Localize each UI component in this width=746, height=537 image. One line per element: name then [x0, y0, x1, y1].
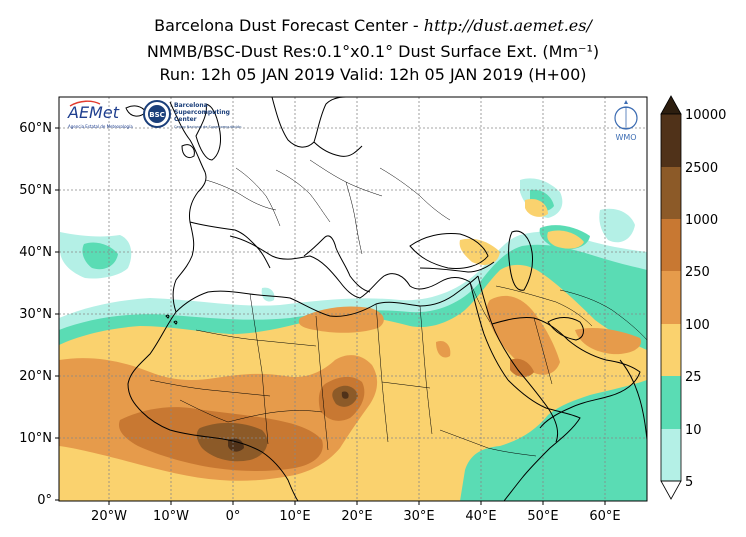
title-line-2: NMMB/BSC-Dust Res:0.1°x0.1° Dust Surface… — [146, 42, 600, 61]
bsc-logo: BSC Barcelona Supercomputing Center Cent… — [143, 100, 241, 129]
lon-tick-label: 10°W — [153, 509, 189, 524]
lon-tick-label: 50°E — [527, 509, 558, 524]
colorbar-segment — [661, 167, 681, 219]
bsc-logo-text-1: Barcelona — [174, 102, 208, 109]
colorbar-segment — [661, 219, 681, 271]
lon-tick-labels: 20°W 10°W 0° 10°E 20°E 30°E 40°E 50°E 60… — [91, 509, 621, 524]
colorbar-segment — [661, 114, 681, 167]
gridlines — [59, 97, 647, 501]
wmo-logo-text: WMO — [615, 133, 636, 142]
lon-tick-label: 0° — [226, 509, 241, 524]
colorbar-segment — [661, 376, 681, 429]
colorbar-label: 5 — [685, 475, 693, 490]
lat-tick-labels: 60°N 50°N 40°N 30°N 20°N 10°N 0° — [19, 121, 52, 508]
colorbar-segment — [661, 429, 681, 481]
colorbar-label: 1000 — [685, 213, 718, 228]
bsc-logo-core — [148, 105, 166, 123]
lat-tick-label: 30°N — [19, 307, 52, 322]
lat-tick-label: 60°N — [19, 121, 52, 136]
wmo-logo-star — [624, 100, 628, 104]
lon-tick-label: 10°E — [279, 509, 310, 524]
bsc-logo-mark: BSC — [149, 111, 165, 119]
tick-marks — [55, 127, 606, 505]
dust-field — [59, 97, 647, 501]
lon-tick-label: 30°E — [403, 509, 434, 524]
bsc-logo-text-2: Supercomputing — [174, 109, 230, 116]
lon-tick-label: 20°W — [91, 509, 127, 524]
aemet-logo: AEMet Agencia Estatal de Meteorología — [67, 100, 133, 129]
lat-tick-label: 50°N — [19, 183, 52, 198]
dust-level-2500 — [228, 391, 349, 452]
country-borders — [149, 159, 647, 457]
colorbar-segment — [661, 324, 681, 376]
colorbar-segment — [661, 271, 681, 324]
colorbar-frame — [660, 113, 682, 482]
colorbar-label: 10000 — [685, 108, 726, 123]
bsc-logo-subtitle: Centro Nacional de Supercomputación — [174, 125, 241, 129]
aemet-logo-text: AEMet — [67, 103, 120, 122]
coastlines — [125, 97, 647, 501]
title-url[interactable]: http://dust.aemet.es/ — [423, 16, 592, 35]
colorbar: 10000 2500 1000 250 100 25 10 5 — [660, 95, 726, 500]
lon-tick-label: 20°E — [341, 509, 372, 524]
lon-tick-label: 40°E — [465, 509, 496, 524]
wmo-logo-wreath — [616, 107, 636, 129]
colorbar-label: 10 — [685, 423, 702, 438]
aemet-logo-subtitle: Agencia Estatal de Meteorología — [68, 124, 133, 129]
colorbar-bottom-extension — [660, 480, 682, 500]
colorbar-label: 100 — [685, 318, 710, 333]
title-prefix: Barcelona Dust Forecast Center - — [154, 16, 424, 35]
wmo-logo: WMO — [614, 100, 638, 142]
title-line-3: Run: 12h 05 JAN 2019 Valid: 12h 05 JAN 2… — [159, 65, 587, 84]
colorbar-label: 25 — [685, 370, 702, 385]
aemet-logo-swoosh — [69, 100, 101, 107]
colorbar-top-extension — [660, 95, 682, 115]
colorbar-label: 2500 — [685, 161, 718, 176]
title-line-1: Barcelona Dust Forecast Center - http://… — [0, 15, 746, 37]
colorbar-label: 250 — [685, 265, 710, 280]
lat-tick-label: 40°N — [19, 245, 52, 260]
bsc-logo-text-3: Center — [174, 116, 197, 123]
lon-tick-label: 60°E — [589, 509, 620, 524]
lat-tick-label: 10°N — [19, 431, 52, 446]
lat-tick-label: 0° — [37, 493, 52, 508]
map-frame — [58, 96, 648, 502]
lat-tick-label: 20°N — [19, 369, 52, 384]
